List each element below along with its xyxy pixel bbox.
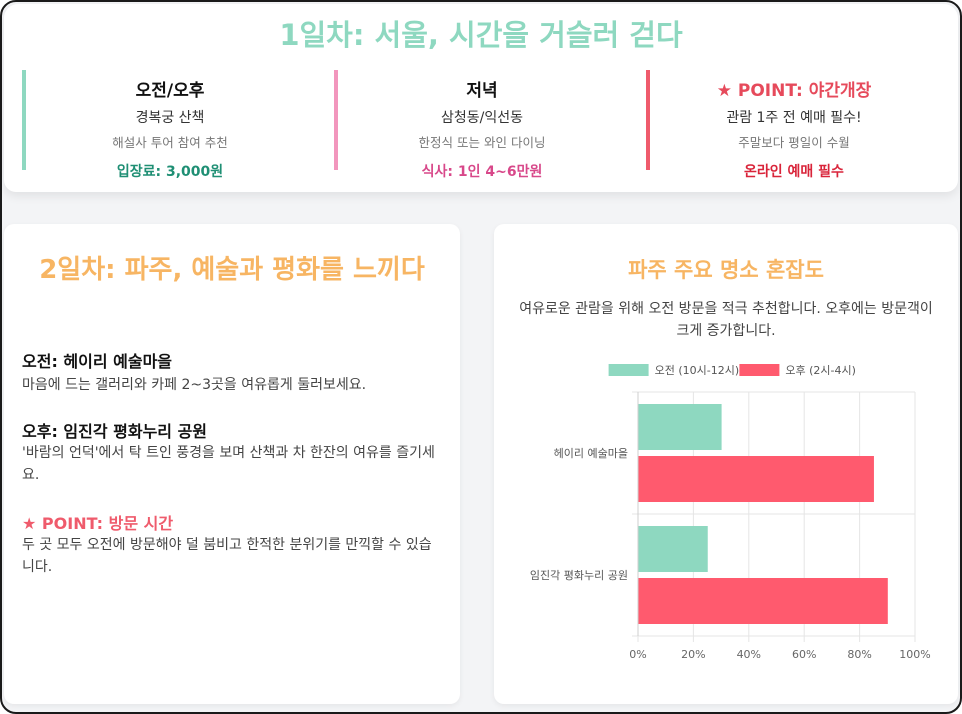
bar [638, 456, 874, 502]
column-main: 관람 1주 전 예매 필수! [726, 110, 862, 126]
bar [638, 578, 888, 624]
day2-title: 2일차: 파주, 예술과 평화를 느끼다 [39, 255, 425, 285]
bar [638, 526, 708, 572]
x-tick-label: 60% [792, 648, 816, 661]
legend-label: 오전 (10시-12시) [655, 364, 740, 377]
chart-subtitle: 여유로운 관람을 위해 오전 방문을 적극 추천합니다. 오후에는 방문객이 크… [519, 301, 933, 339]
column-main: 삼청동/익선동 [441, 110, 523, 126]
day1-column-evening: 저녁 삼청동/익선동 한정식 또는 와인 다이닝 식사: 1인 4~6만원 [334, 70, 626, 180]
legend-swatch [608, 364, 649, 376]
y-category-label: 임진각 평화누리 공원 [530, 569, 628, 582]
point-text: 두 곳 모두 오전에 방문해야 덜 붐비고 한적한 분위기를 만끽할 수 있습니… [22, 537, 432, 575]
morning-heading: 오전: 헤이리 예술마을 [22, 352, 173, 371]
day1-column-daytime: 오전/오후 경복궁 산책 해설사 투어 참여 추천 입장료: 3,000원 [22, 70, 314, 180]
point-heading: ★ POINT: 방문 시간 [22, 514, 174, 533]
column-heading: 오전/오후 [135, 81, 205, 101]
day2-card: 2일차: 파주, 예술과 평화를 느끼다 오전: 헤이리 예술마을 마음에 드는… [4, 224, 460, 704]
chart-card: 파주 주요 명소 혼잡도 여유로운 관람을 위해 오전 방문을 적극 추천합니다… [494, 224, 958, 704]
column-price: 온라인 예매 필수 [744, 164, 844, 180]
day1-section: 1일차: 서울, 시간을 거슬러 걷다 오전/오후 경복궁 산책 해설사 투어 … [4, 4, 958, 192]
x-tick-label: 40% [737, 648, 761, 661]
column-price: 식사: 1인 4~6만원 [421, 164, 543, 180]
column-price: 입장료: 3,000원 [116, 164, 224, 180]
x-tick-label: 20% [681, 648, 705, 661]
x-tick-label: 80% [847, 648, 871, 661]
column-main: 경복궁 산책 [135, 110, 205, 126]
bar [638, 404, 722, 450]
afternoon-text: '바람의 언덕'에서 탁 트인 풍경을 보며 산책과 차 한잔의 여유를 즐기세… [22, 445, 435, 483]
column-heading: 저녁 [466, 81, 498, 101]
column-sub: 한정식 또는 와인 다이닝 [418, 135, 546, 150]
legend-label: 오후 (2시-4시) [785, 364, 856, 377]
chart-title: 파주 주요 명소 혼잡도 [628, 258, 824, 282]
column-heading: ★ POINT: 야간개장 [716, 81, 872, 101]
afternoon-heading: 오후: 임진각 평화누리 공원 [22, 422, 208, 441]
column-sub: 해설사 투어 참여 추천 [112, 135, 228, 150]
x-tick-label: 100% [899, 648, 930, 661]
morning-text: 마음에 드는 갤러리와 카페 2~3곳을 여유롭게 둘러보세요. [22, 377, 367, 393]
legend-swatch [739, 364, 780, 376]
day1-title: 1일차: 서울, 시간을 거슬러 걷다 [279, 18, 683, 52]
day1-column-point: ★ POINT: 야간개장 관람 1주 전 예매 필수! 주말보다 평일이 수월… [646, 70, 938, 180]
column-sub: 주말보다 평일이 수월 [738, 135, 850, 150]
y-category-label: 헤이리 예술마을 [554, 447, 628, 460]
x-tick-label: 0% [629, 648, 646, 661]
